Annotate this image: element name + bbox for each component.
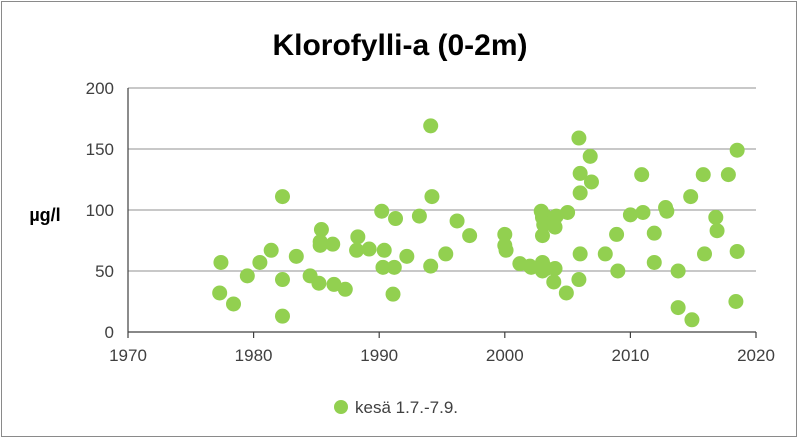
data-point [610, 263, 626, 279]
x-tick-label: 1980 [235, 346, 273, 365]
data-point [582, 148, 598, 164]
y-tick-label: 100 [86, 201, 114, 220]
x-tick-label: 2000 [486, 346, 524, 365]
data-point [635, 204, 651, 220]
axes [127, 88, 757, 338]
data-point [709, 223, 725, 239]
data-point [547, 261, 563, 277]
data-point [498, 242, 514, 258]
data-point [572, 185, 588, 201]
data-point [462, 228, 478, 244]
data-point [670, 300, 686, 316]
tick-labels: 0 50 100 150 200 1970 1980 1990 2000 2010 2020 [86, 79, 775, 365]
data-point [728, 294, 744, 309]
data-point [388, 211, 404, 227]
data-point [252, 254, 268, 270]
data-point [399, 248, 415, 264]
scatter-chart: Klorofylli-a (0-2m) µg/l 0 50 100 150 200 197… [29, 29, 775, 417]
data-point [311, 275, 327, 291]
data-point [337, 281, 353, 297]
legend: kesä 1.7.-7.9. [334, 398, 458, 417]
data-point [571, 272, 587, 288]
y-tick-label: 0 [105, 323, 114, 342]
data-point [572, 165, 588, 181]
data-point [423, 258, 439, 274]
data-point [634, 167, 650, 183]
data-point [684, 312, 700, 328]
data-point [547, 219, 563, 235]
data-point [312, 234, 328, 250]
data-point [720, 167, 736, 183]
x-tick-label: 1970 [109, 346, 147, 365]
data-point [609, 226, 625, 242]
data-point [546, 274, 562, 290]
data-point [622, 207, 638, 223]
data-point [423, 118, 439, 134]
data-point [497, 226, 513, 242]
data-point [361, 241, 377, 257]
data-point [313, 222, 329, 238]
x-tick-label: 2020 [737, 346, 775, 365]
data-point [385, 286, 401, 302]
data-point [729, 243, 745, 259]
data-point [288, 248, 304, 264]
y-tick-label: 150 [86, 140, 114, 159]
chart-frame: Klorofylli-a (0-2m) µg/l 0 50 100 150 200 197… [1, 1, 797, 437]
data-point [708, 209, 724, 225]
data-point [274, 308, 290, 324]
y-tick-label: 200 [86, 79, 114, 98]
y-axis-label: µg/l [29, 205, 60, 225]
data-point [571, 130, 587, 146]
data-point [212, 285, 228, 301]
data-point [350, 229, 366, 245]
data-point [424, 189, 440, 205]
data-point [386, 259, 402, 275]
data-point [597, 246, 613, 262]
data-point [558, 285, 574, 301]
data-point [548, 208, 564, 224]
data-point [646, 225, 662, 241]
data-point [375, 259, 391, 275]
x-tick-label: 2010 [611, 346, 649, 365]
data-point [274, 189, 290, 205]
data-point [523, 259, 539, 275]
data-point [374, 203, 390, 219]
data-points [212, 118, 745, 328]
data-point [411, 208, 427, 224]
data-point [325, 236, 341, 252]
gridlines [128, 87, 756, 272]
y-tick-label: 50 [95, 262, 114, 281]
data-point [659, 203, 675, 219]
data-point [326, 276, 342, 292]
data-point [239, 268, 255, 284]
data-point [534, 228, 550, 244]
data-point [449, 213, 465, 229]
data-point [376, 242, 392, 258]
chart-title: Klorofylli-a (0-2m) [272, 29, 527, 62]
data-point [729, 142, 745, 158]
data-point [560, 204, 576, 220]
data-point [646, 254, 662, 270]
data-point [670, 263, 686, 279]
data-point [583, 174, 599, 190]
data-point [274, 272, 290, 288]
data-point [697, 246, 713, 262]
data-point [438, 246, 454, 262]
x-tick-label: 1990 [360, 346, 398, 365]
legend-marker [334, 400, 348, 414]
data-point [263, 242, 279, 258]
data-point [683, 189, 699, 205]
data-point [349, 242, 365, 258]
data-point [213, 254, 229, 270]
legend-label: kesä 1.7.-7.9. [355, 398, 458, 417]
data-point [226, 296, 242, 312]
data-point [695, 167, 711, 183]
data-point [572, 246, 588, 262]
